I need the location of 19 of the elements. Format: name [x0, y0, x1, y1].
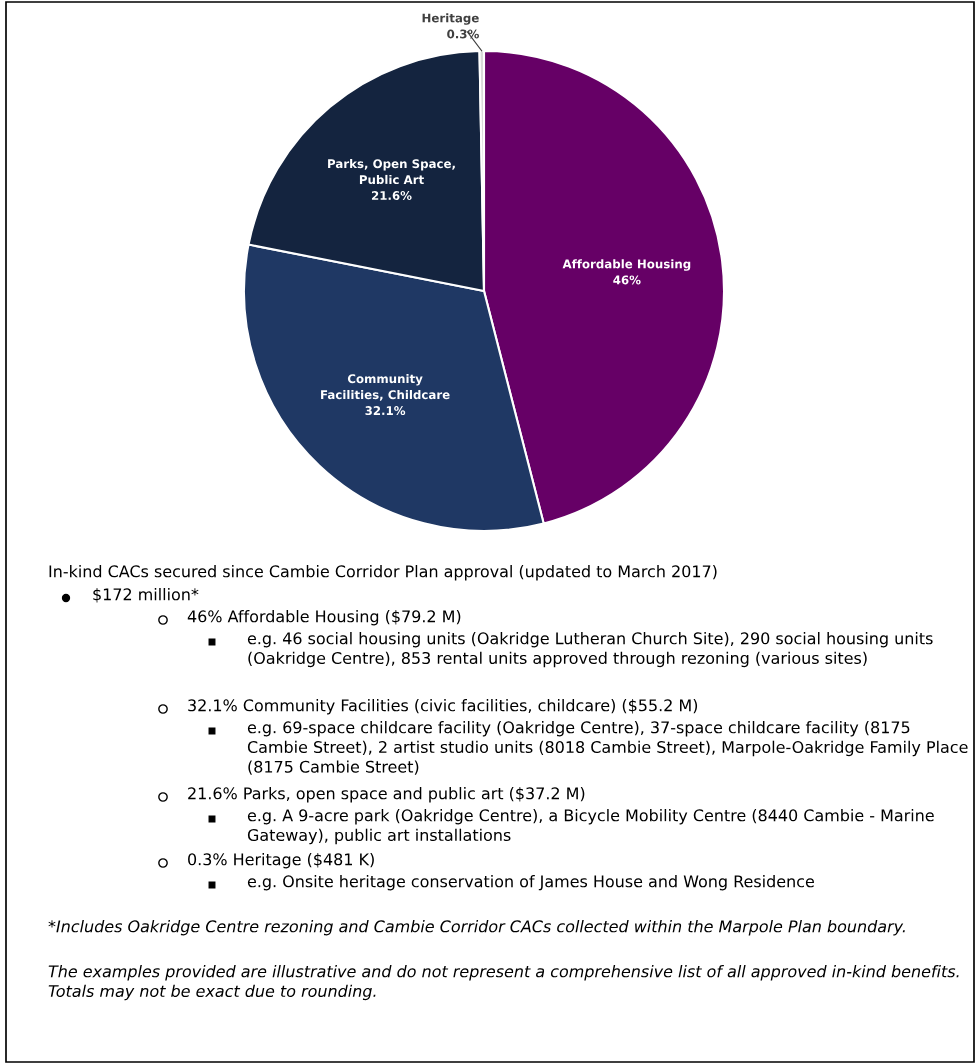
text: e.g. Onsite heritage conservation of James House and Wong Residence	[247, 875, 814, 891]
text: 0.3% Heritage ($481 K)	[188, 853, 374, 869]
text: The examples provided are illustrative and do not represent a comprehensive list of all approved in-kind benefits. Totals may not be exact due to rounding.	[48, 965, 959, 1001]
slice-label: Parks, Open Space, Public Art	[328, 159, 455, 185]
slice-label: Heritage	[422, 13, 479, 25]
text: In-kind CACs secured since Cambie Corridor Plan approval (updated to March 2017)	[49, 565, 717, 581]
data-label: 46%	[613, 275, 641, 285]
text: *Includes Oakridge Centre rezoning and Cambie Corridor CACs collected within the Marpole Plan boundary.	[48, 920, 905, 936]
slice-label: Community Facilities, Childcare	[321, 373, 450, 401]
data-label: 21.6%	[371, 191, 412, 200]
text: 32.1% Community Facilities (civic facilities, childcare) ($55.2 M)	[188, 699, 698, 715]
text: 21.6% Parks, open space and public art ($37.2 M)	[188, 787, 585, 803]
text: 46% Affordable Housing ($79.2 M)	[187, 610, 461, 626]
text: e.g. 69-space childcare facility (Oakridge Centre), 37-space childcare facility (8175 Cambie Street), 2 artist studio units (8018 Cambie Street), Marpole-Oakridge Family Place (8175 Cambie Street)	[247, 721, 968, 775]
data-label: 32.1%	[365, 406, 406, 416]
text: e.g. A 9-acre park (Oakridge Centre), a Bicycle Mobility Centre (8440 Cambie - Marine Gateway), public art installations	[247, 809, 934, 845]
text: $172 million*	[93, 588, 199, 603]
slice-label: Affordable Housing	[562, 259, 691, 271]
text: e.g. 46 social housing units (Oakridge Lutheran Church Site), 290 social housing units (Oakridge Centre), 853 rental units approved through rezoning (various sites)	[247, 632, 933, 668]
